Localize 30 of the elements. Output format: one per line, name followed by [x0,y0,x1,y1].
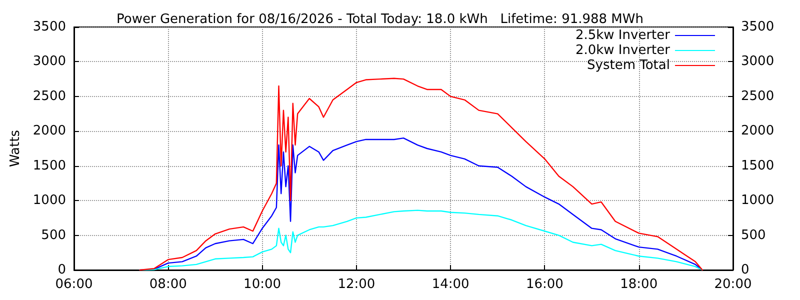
y2-tick-label: 1500 [741,158,774,174]
x-tick-label: 16:00 [526,277,564,292]
x-tick-label: 10:00 [244,277,282,292]
y-axis-title: Watts [8,130,24,167]
x-tick-label: 08:00 [149,277,187,292]
x-tick-label: 12:00 [338,277,376,292]
x-tick-label: 20:00 [714,277,752,292]
y2-tick-label: 500 [741,228,766,243]
legend-label: 2.5kw Inverter [575,28,671,43]
legend-label: 2.0kw Inverter [575,43,671,58]
legend-label: System Total [587,58,670,73]
x-tick-label: 06:00 [55,277,93,292]
x-tick-label: 18:00 [620,277,658,292]
y2-tick-label: 3500 [741,20,774,34]
y-tick-label: 500 [41,228,66,243]
line-series [139,78,704,271]
y2-tick-label: 3000 [741,54,774,70]
chart-title: Power Generation for 08/16/2026 - Total Today: 18.0 kWh Lifetime: 91.988 MWh [116,12,644,27]
x-tick-label: 14:00 [432,277,470,292]
y-tick-label: 2000 [32,124,66,139]
y-tick-label: 1000 [32,193,66,208]
y-tick-label: 2500 [32,88,66,104]
y-tick-label: 0 [58,262,66,278]
y2-tick-label: 2000 [741,124,774,139]
y-tick-label: 3000 [32,54,66,70]
y2-tick-label: 1000 [741,193,774,208]
y2-tick-label: 2500 [741,88,774,104]
y-tick-label: 1500 [32,158,66,174]
y-tick-label: 3500 [32,20,66,34]
y2-tick-label: 0 [741,262,750,278]
